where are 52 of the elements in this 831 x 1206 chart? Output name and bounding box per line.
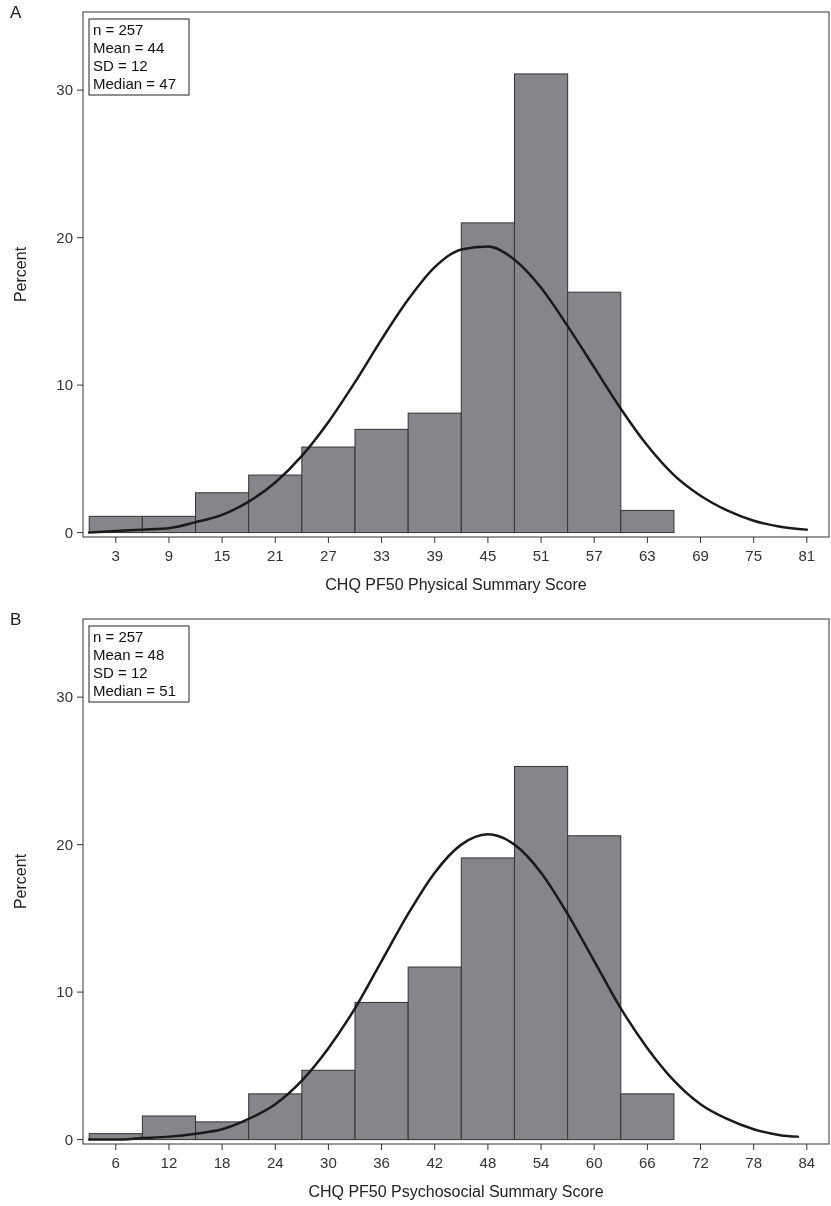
x-tick-label: 18 <box>213 1154 231 1171</box>
y-tick-label: 0 <box>64 1130 73 1148</box>
annotation: Mean = 44 <box>93 39 165 56</box>
x-tick-label: 45 <box>479 547 497 564</box>
x-tick-label: 54 <box>532 1154 550 1171</box>
x-tick-label: 36 <box>373 1154 390 1171</box>
x-tick-label: 81 <box>798 547 816 564</box>
annotation: n = 257 <box>93 628 144 645</box>
x-tick-label: 51 <box>532 547 550 564</box>
y-axis-title: Percent <box>12 853 29 910</box>
chart-title: B <box>10 610 22 629</box>
y-axis-title: Percent <box>12 246 29 303</box>
x-tick-label: 24 <box>266 1154 284 1171</box>
x-tick-label: 66 <box>639 1154 656 1171</box>
x-tick-label: 9 <box>164 547 174 564</box>
x-tick-label: 75 <box>745 547 763 564</box>
x-tick-label: 3 <box>111 547 120 564</box>
x-tick-label: 63 <box>639 547 656 564</box>
annotation: Median = 51 <box>93 682 176 699</box>
y-tick-label: 10 <box>56 983 73 1001</box>
annotation: Median = 47 <box>93 75 176 92</box>
annotation: Mean = 48 <box>93 646 165 663</box>
x-tick-label: 30 <box>320 1154 337 1171</box>
line-series <box>87 833 800 1141</box>
y-tick-label: 0 <box>64 523 73 541</box>
y-tick-label: 10 <box>56 376 73 394</box>
x-tick-label: 15 <box>213 547 231 564</box>
x-tick-label: 60 <box>585 1154 603 1171</box>
x-tick-label: 12 <box>160 1154 178 1171</box>
x-tick-label: 69 <box>692 547 709 564</box>
x-axis-title: CHQ PF50 Psychosocial Summary Score <box>308 1183 604 1200</box>
x-tick-label: 78 <box>745 1154 763 1171</box>
x-tick-label: 57 <box>585 547 603 564</box>
annotation: n = 257 <box>93 21 144 38</box>
x-tick-label: 48 <box>479 1154 497 1171</box>
x-tick-label: 72 <box>692 1154 709 1171</box>
x-tick-label: 21 <box>266 547 284 564</box>
y-tick-label: 20 <box>56 835 73 853</box>
x-tick-label: 6 <box>111 1154 120 1171</box>
chart-title: A <box>10 3 22 22</box>
annotation: SD = 12 <box>93 664 148 681</box>
annotation: SD = 12 <box>93 57 148 74</box>
x-tick-label: 33 <box>373 547 390 564</box>
line-series <box>87 245 809 534</box>
y-tick-label: 30 <box>56 688 73 706</box>
y-tick-label: 30 <box>56 81 73 99</box>
x-tick-label: 84 <box>798 1154 816 1171</box>
x-tick-label: 42 <box>426 1154 444 1171</box>
x-tick-label: 27 <box>320 547 337 564</box>
y-tick-label: 20 <box>56 228 73 246</box>
x-axis-title: CHQ PF50 Physical Summary Score <box>325 576 587 593</box>
x-tick-label: 39 <box>426 547 444 564</box>
